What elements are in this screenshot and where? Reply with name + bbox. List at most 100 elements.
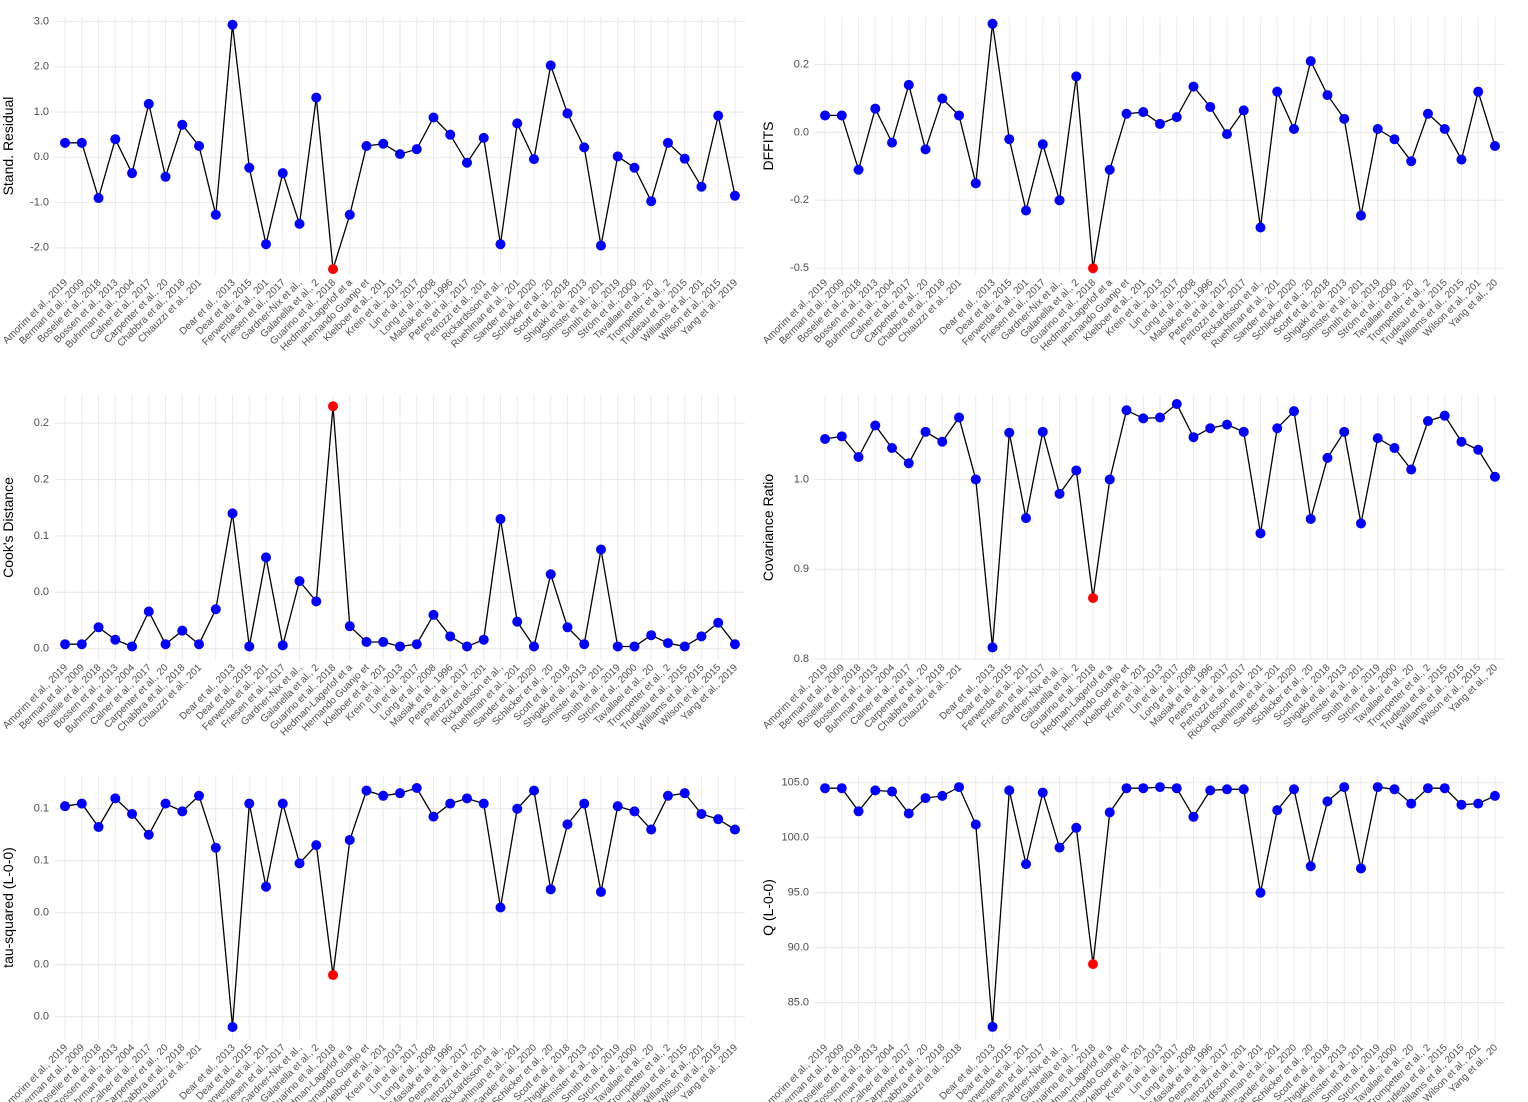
y-tick-label: 2.0: [34, 61, 49, 73]
y-axis-title: Stand. Residual: [0, 97, 16, 196]
data-point: [987, 642, 998, 653]
data-point: [545, 884, 556, 895]
data-point: [1389, 134, 1400, 145]
data-point: [512, 616, 523, 627]
data-point: [612, 151, 623, 162]
data-point: [1372, 433, 1383, 444]
data-point: [1255, 222, 1266, 233]
data-point: [227, 508, 238, 519]
data-point: [1473, 798, 1484, 809]
data-point: [411, 144, 422, 155]
data-point: [1071, 465, 1082, 476]
data-point: [1422, 783, 1433, 794]
data-point: [1138, 107, 1149, 118]
data-point: [545, 60, 556, 71]
y-tick-label: 105.0: [781, 777, 809, 789]
data-point: [1037, 787, 1048, 798]
y-tick-label: 90.0: [788, 942, 809, 954]
data-point: [395, 641, 405, 652]
data-point: [1221, 419, 1232, 430]
y-tick-label: 0.1: [34, 855, 49, 867]
data-point: [1406, 464, 1417, 475]
data-point: [970, 178, 981, 189]
data-point: [495, 902, 506, 913]
data-point: [461, 793, 472, 804]
data-point: [1272, 805, 1283, 816]
data-point: [646, 824, 657, 835]
data-point: [920, 426, 931, 437]
data-point: [870, 420, 881, 431]
data-point: [210, 604, 221, 615]
data-point: [1473, 444, 1484, 455]
data-point: [853, 806, 864, 817]
data-point: [1205, 785, 1216, 796]
data-point: [1205, 423, 1216, 434]
data-point: [937, 436, 948, 447]
data-point: [261, 552, 272, 563]
data-point: [143, 829, 154, 840]
data-point: [1071, 71, 1082, 82]
y-tick-label: 1.0: [794, 473, 809, 485]
data-point: [311, 92, 322, 103]
data-point: [261, 881, 272, 892]
data-point: [1322, 90, 1333, 101]
data-point: [1238, 784, 1249, 795]
data-point: [1288, 784, 1299, 795]
data-point: [937, 790, 948, 801]
data-point: [1339, 782, 1350, 793]
y-axis-title: Covariance Ratio: [760, 474, 776, 582]
y-tick-label: -2.0: [30, 242, 49, 254]
data-point: [1406, 798, 1417, 809]
data-point: [93, 821, 104, 832]
data-point: [194, 790, 205, 801]
data-point: [244, 162, 255, 173]
data-point: [160, 171, 171, 182]
data-point: [344, 209, 355, 220]
data-point: [579, 142, 590, 153]
data-point: [328, 264, 339, 275]
data-point: [177, 119, 188, 130]
data-point: [612, 641, 623, 652]
data-point: [1339, 426, 1350, 437]
y-tick-label: 0.0: [34, 586, 49, 598]
y-tick-label: 0.1: [34, 803, 49, 815]
y-tick-label: 0.0: [34, 907, 49, 919]
data-point: [987, 1021, 998, 1032]
data-point: [93, 622, 104, 633]
data-point: [1305, 513, 1316, 524]
data-point: [1355, 518, 1366, 529]
data-point: [579, 798, 590, 809]
data-point: [1489, 471, 1500, 482]
y-axis-title: DFFITS: [760, 122, 776, 171]
data-point: [903, 458, 914, 469]
data-point: [1238, 426, 1249, 437]
data-point: [1021, 513, 1032, 524]
data-point: [110, 134, 121, 145]
data-point: [361, 636, 372, 647]
data-point: [1355, 863, 1366, 874]
data-point: [836, 783, 847, 794]
y-tick-label: 0.0: [34, 151, 49, 163]
data-point: [445, 798, 456, 809]
data-point: [1037, 426, 1048, 437]
data-point: [1355, 210, 1366, 221]
data-point: [713, 110, 724, 121]
data-point: [110, 793, 121, 804]
data-point: [1489, 141, 1500, 151]
data-point: [836, 110, 847, 121]
data-point: [713, 814, 724, 825]
data-point: [344, 621, 355, 632]
data-point: [1054, 842, 1065, 853]
data-point: [244, 641, 255, 652]
data-point: [428, 811, 439, 822]
data-point: [820, 110, 831, 121]
data-point: [244, 798, 255, 809]
data-point: [344, 834, 355, 845]
data-point: [1155, 412, 1165, 423]
data-point: [76, 639, 87, 650]
data-point: [1021, 205, 1032, 216]
y-axis-title: tau-squared (L-0-0): [0, 847, 16, 968]
data-point: [160, 639, 171, 650]
data-point: [461, 641, 472, 652]
y-tick-label: 0.2: [794, 58, 809, 70]
